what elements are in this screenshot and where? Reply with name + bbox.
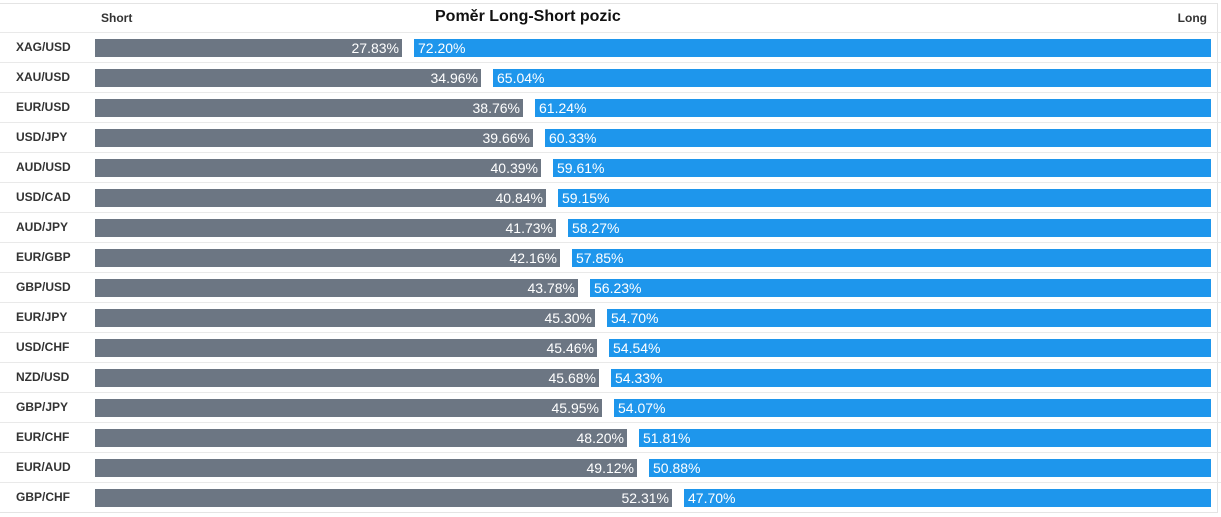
long-bar: 54.33% (611, 369, 1211, 387)
long-bar: 50.88% (649, 459, 1211, 477)
short-bar: 40.84% (95, 189, 546, 207)
short-bar: 45.30% (95, 309, 595, 327)
bar-row: AUD/USD 40.39% 59.61% (0, 152, 1221, 182)
row-separator (0, 422, 1221, 423)
long-bar: 59.15% (558, 189, 1211, 207)
category-label: GBP/CHF (16, 490, 70, 504)
row-separator (0, 392, 1221, 393)
long-bar: 59.61% (553, 159, 1211, 177)
row-separator (0, 242, 1221, 243)
row-separator (0, 302, 1221, 303)
bar-row: EUR/USD 38.76% 61.24% (0, 92, 1221, 122)
row-separator (0, 362, 1221, 363)
long-bar: 54.07% (614, 399, 1211, 417)
row-separator (0, 272, 1221, 273)
short-bar: 43.78% (95, 279, 578, 297)
bar-row: NZD/USD 45.68% 54.33% (0, 362, 1221, 392)
long-axis-label: Long (1177, 11, 1207, 25)
short-bar: 42.16% (95, 249, 560, 267)
short-bar: 41.73% (95, 219, 556, 237)
category-label: XAU/USD (16, 70, 71, 84)
bar-row: USD/CHF 45.46% 54.54% (0, 332, 1221, 362)
chart-frame-top (0, 3, 1218, 4)
category-label: USD/JPY (16, 130, 68, 144)
bar-row: GBP/CHF 52.31% 47.70% (0, 482, 1221, 512)
long-bar: 58.27% (568, 219, 1211, 237)
category-label: USD/CHF (16, 340, 70, 354)
bar-row: GBP/USD 43.78% 56.23% (0, 272, 1221, 302)
category-label: EUR/CHF (16, 430, 70, 444)
short-bar: 38.76% (95, 99, 523, 117)
category-label: XAG/USD (16, 40, 71, 54)
category-label: EUR/AUD (16, 460, 71, 474)
short-bar: 40.39% (95, 159, 541, 177)
category-label: EUR/GBP (16, 250, 71, 264)
category-label: GBP/JPY (16, 400, 69, 414)
row-separator (0, 482, 1221, 483)
long-bar: 61.24% (535, 99, 1211, 117)
bar-row: EUR/GBP 42.16% 57.85% (0, 242, 1221, 272)
short-bar: 49.12% (95, 459, 637, 477)
long-bar: 56.23% (590, 279, 1211, 297)
short-bar: 45.46% (95, 339, 597, 357)
short-axis-label: Short (101, 11, 133, 25)
category-label: AUD/JPY (16, 220, 69, 234)
bar-row: XAU/USD 34.96% 65.04% (0, 62, 1221, 92)
row-separator (0, 122, 1221, 123)
long-bar: 72.20% (414, 39, 1211, 57)
row-separator (0, 332, 1221, 333)
row-separator (0, 152, 1221, 153)
long-bar: 51.81% (639, 429, 1211, 447)
long-bar: 65.04% (493, 69, 1211, 87)
long-bar: 54.54% (609, 339, 1211, 357)
short-bar: 27.83% (95, 39, 402, 57)
bar-row: USD/CAD 40.84% 59.15% (0, 182, 1221, 212)
row-separator (0, 182, 1221, 183)
short-bar: 45.95% (95, 399, 602, 417)
row-separator (0, 62, 1221, 63)
bar-row: EUR/CHF 48.20% 51.81% (0, 422, 1221, 452)
category-label: AUD/USD (16, 160, 71, 174)
chart-title: Poměr Long-Short pozic (435, 8, 621, 25)
chart-frame-bottom (0, 512, 1218, 513)
row-separator (0, 32, 1221, 33)
short-bar: 52.31% (95, 489, 672, 507)
bar-row: EUR/JPY 45.30% 54.70% (0, 302, 1221, 332)
row-separator (0, 92, 1221, 93)
chart-frame-right (1217, 3, 1218, 513)
long-bar: 54.70% (607, 309, 1211, 327)
short-bar: 34.96% (95, 69, 481, 87)
short-bar: 45.68% (95, 369, 599, 387)
category-label: EUR/USD (16, 100, 71, 114)
short-bar: 39.66% (95, 129, 533, 147)
row-separator (0, 452, 1221, 453)
long-bar: 47.70% (684, 489, 1211, 507)
category-label: USD/CAD (16, 190, 71, 204)
bar-row: USD/JPY 39.66% 60.33% (0, 122, 1221, 152)
category-label: GBP/USD (16, 280, 71, 294)
row-separator (0, 212, 1221, 213)
bar-row: EUR/AUD 49.12% 50.88% (0, 452, 1221, 482)
category-label: NZD/USD (16, 370, 70, 384)
short-bar: 48.20% (95, 429, 627, 447)
category-label: EUR/JPY (16, 310, 68, 324)
long-bar: 57.85% (572, 249, 1211, 267)
bar-row: XAG/USD 27.83% 72.20% (0, 32, 1221, 62)
long-bar: 60.33% (545, 129, 1211, 147)
bar-row: GBP/JPY 45.95% 54.07% (0, 392, 1221, 422)
bar-row: AUD/JPY 41.73% 58.27% (0, 212, 1221, 242)
